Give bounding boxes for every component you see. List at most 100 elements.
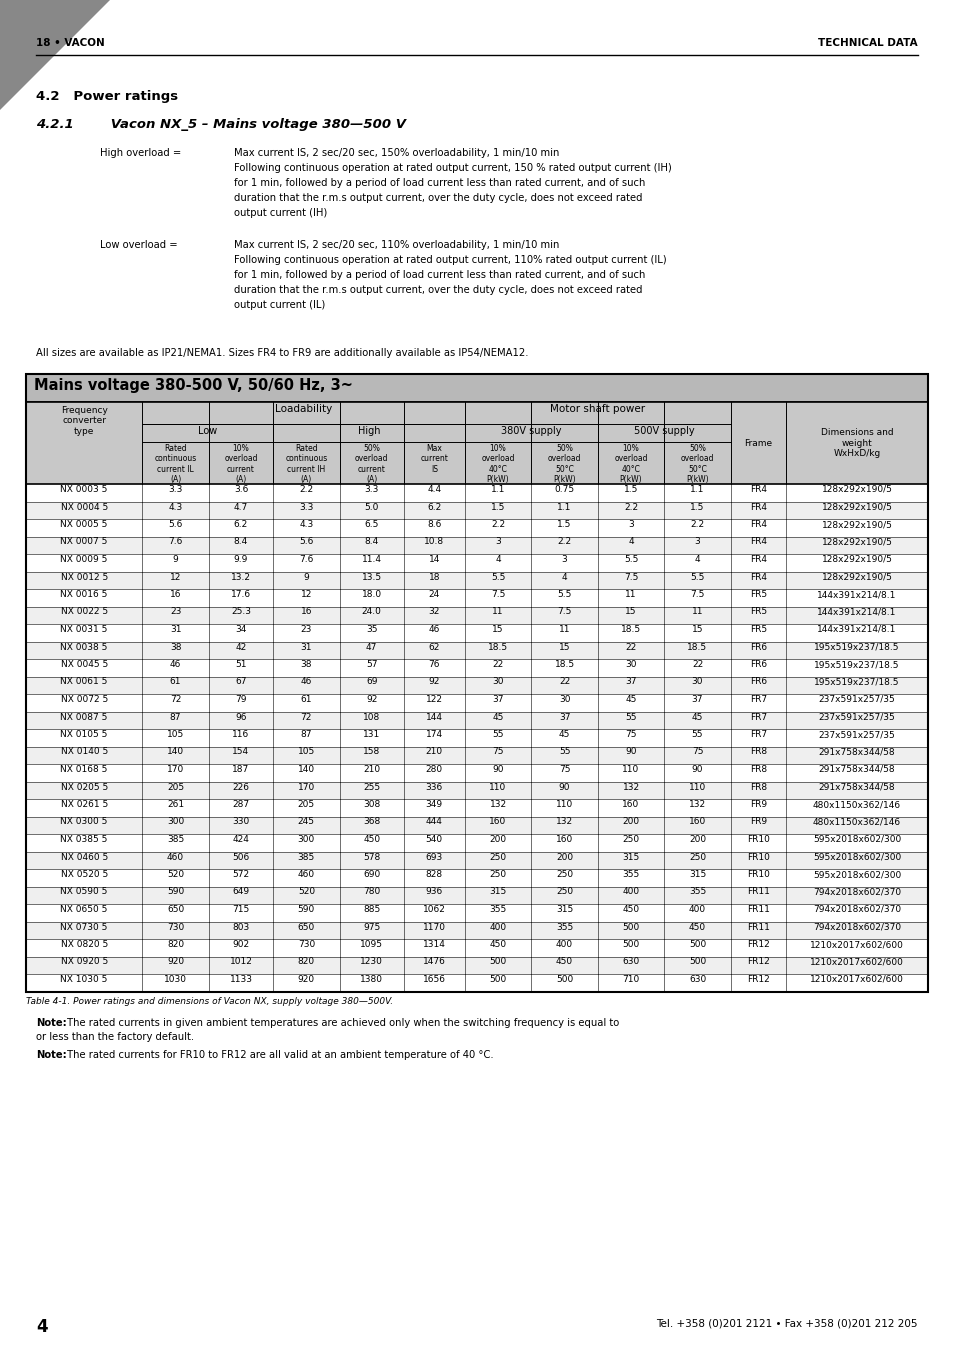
Text: 31: 31 — [300, 643, 312, 651]
Text: 920: 920 — [297, 975, 314, 984]
Text: 210: 210 — [363, 765, 380, 774]
Text: Max current IS, 2 sec/20 sec, 110% overloadability, 1 min/10 min: Max current IS, 2 sec/20 sec, 110% overl… — [233, 240, 558, 250]
Bar — [26, 374, 927, 403]
Text: 170: 170 — [167, 765, 184, 774]
Text: NX 0031 5: NX 0031 5 — [60, 626, 108, 634]
Text: 57: 57 — [366, 661, 377, 669]
Text: NX 0009 5: NX 0009 5 — [60, 555, 108, 563]
Text: NX 0730 5: NX 0730 5 — [60, 923, 108, 931]
Text: 90: 90 — [624, 747, 636, 757]
Text: 140: 140 — [167, 747, 184, 757]
Text: 22: 22 — [625, 643, 636, 651]
Text: 46: 46 — [170, 661, 181, 669]
Text: 6.5: 6.5 — [364, 520, 378, 530]
Text: 693: 693 — [425, 852, 442, 862]
Text: 7.6: 7.6 — [299, 555, 314, 563]
Text: NX 0012 5: NX 0012 5 — [60, 573, 108, 581]
Text: 18: 18 — [428, 573, 439, 581]
Text: High overload =: High overload = — [100, 149, 181, 158]
Text: 300: 300 — [167, 817, 184, 827]
Text: 885: 885 — [363, 905, 380, 915]
Text: 4.7: 4.7 — [233, 503, 248, 512]
Text: 45: 45 — [691, 712, 702, 721]
Text: output current (IL): output current (IL) — [233, 300, 325, 309]
Text: FR7: FR7 — [749, 730, 766, 739]
Text: FR12: FR12 — [746, 975, 769, 984]
Text: 37: 37 — [624, 677, 636, 686]
Text: 936: 936 — [425, 888, 442, 897]
Text: 355: 355 — [688, 888, 705, 897]
Text: 4: 4 — [694, 555, 700, 563]
Text: 13.5: 13.5 — [361, 573, 381, 581]
Text: NX 0140 5: NX 0140 5 — [60, 747, 108, 757]
Text: 128x292x190/5: 128x292x190/5 — [821, 538, 892, 547]
Text: 650: 650 — [167, 905, 184, 915]
Text: NX 0007 5: NX 0007 5 — [60, 538, 108, 547]
Text: 7.5: 7.5 — [491, 590, 505, 598]
Text: 500: 500 — [621, 940, 639, 948]
Text: Note:: Note: — [36, 1017, 67, 1028]
Bar — [26, 886, 927, 904]
Text: 31: 31 — [170, 626, 181, 634]
Text: 8.6: 8.6 — [427, 520, 441, 530]
Text: 110: 110 — [621, 765, 639, 774]
Bar — [26, 484, 927, 501]
Bar — [26, 659, 927, 677]
Text: 315: 315 — [489, 888, 506, 897]
Text: 4.4: 4.4 — [427, 485, 441, 494]
Text: 45: 45 — [624, 694, 636, 704]
Text: 1.5: 1.5 — [690, 503, 704, 512]
Text: 45: 45 — [558, 730, 570, 739]
Text: 30: 30 — [558, 694, 570, 704]
Text: FR10: FR10 — [746, 870, 769, 880]
Text: Low: Low — [198, 426, 217, 436]
Text: 1380: 1380 — [360, 975, 383, 984]
Text: 1.5: 1.5 — [491, 503, 505, 512]
Text: 1.5: 1.5 — [623, 485, 638, 494]
Text: 5.5: 5.5 — [690, 573, 704, 581]
Text: 500V supply: 500V supply — [634, 426, 694, 436]
Text: 13.2: 13.2 — [231, 573, 251, 581]
Text: 75: 75 — [691, 747, 702, 757]
Text: 4: 4 — [495, 555, 500, 563]
Text: 250: 250 — [489, 852, 506, 862]
Text: NX 0520 5: NX 0520 5 — [60, 870, 108, 880]
Text: 72: 72 — [300, 712, 312, 721]
Text: The rated currents in given ambient temperatures are achieved only when the swit: The rated currents in given ambient temp… — [64, 1017, 618, 1028]
Text: 8.4: 8.4 — [364, 538, 378, 547]
Text: 5.6: 5.6 — [169, 520, 183, 530]
Text: 400: 400 — [489, 923, 506, 931]
Text: 18.5: 18.5 — [554, 661, 574, 669]
Text: FR10: FR10 — [746, 852, 769, 862]
Text: 480x1150x362/146: 480x1150x362/146 — [812, 817, 901, 827]
Text: 16: 16 — [300, 608, 312, 616]
Text: NX 0038 5: NX 0038 5 — [60, 643, 108, 651]
Text: 444: 444 — [425, 817, 442, 827]
Bar — [26, 536, 927, 554]
Text: 17.6: 17.6 — [231, 590, 251, 598]
Text: 803: 803 — [233, 923, 250, 931]
Text: 46: 46 — [428, 626, 439, 634]
Text: 22: 22 — [691, 661, 702, 669]
Text: Rated
continuous
current IL
(A): Rated continuous current IL (A) — [154, 444, 196, 484]
Text: 11.4: 11.4 — [361, 555, 381, 563]
Text: 10%
overload
40°C
P(kW): 10% overload 40°C P(kW) — [481, 444, 515, 484]
Text: 32: 32 — [428, 608, 439, 616]
Text: FR5: FR5 — [749, 608, 766, 616]
Text: 14: 14 — [428, 555, 439, 563]
Bar — [26, 607, 927, 624]
Bar — [26, 677, 927, 694]
Text: 90: 90 — [558, 782, 570, 792]
Text: 105: 105 — [297, 747, 314, 757]
Text: 250: 250 — [556, 888, 573, 897]
Text: 3: 3 — [495, 538, 500, 547]
Text: 500: 500 — [621, 923, 639, 931]
Bar — [26, 374, 927, 992]
Text: 3: 3 — [561, 555, 567, 563]
Text: Motor shaft power: Motor shaft power — [550, 404, 644, 413]
Text: 22: 22 — [492, 661, 503, 669]
Text: Mains voltage 380-500 V, 50/60 Hz, 3~: Mains voltage 380-500 V, 50/60 Hz, 3~ — [34, 378, 353, 393]
Text: 1030: 1030 — [164, 975, 187, 984]
Text: 1230: 1230 — [360, 958, 383, 966]
Text: 34: 34 — [235, 626, 247, 634]
